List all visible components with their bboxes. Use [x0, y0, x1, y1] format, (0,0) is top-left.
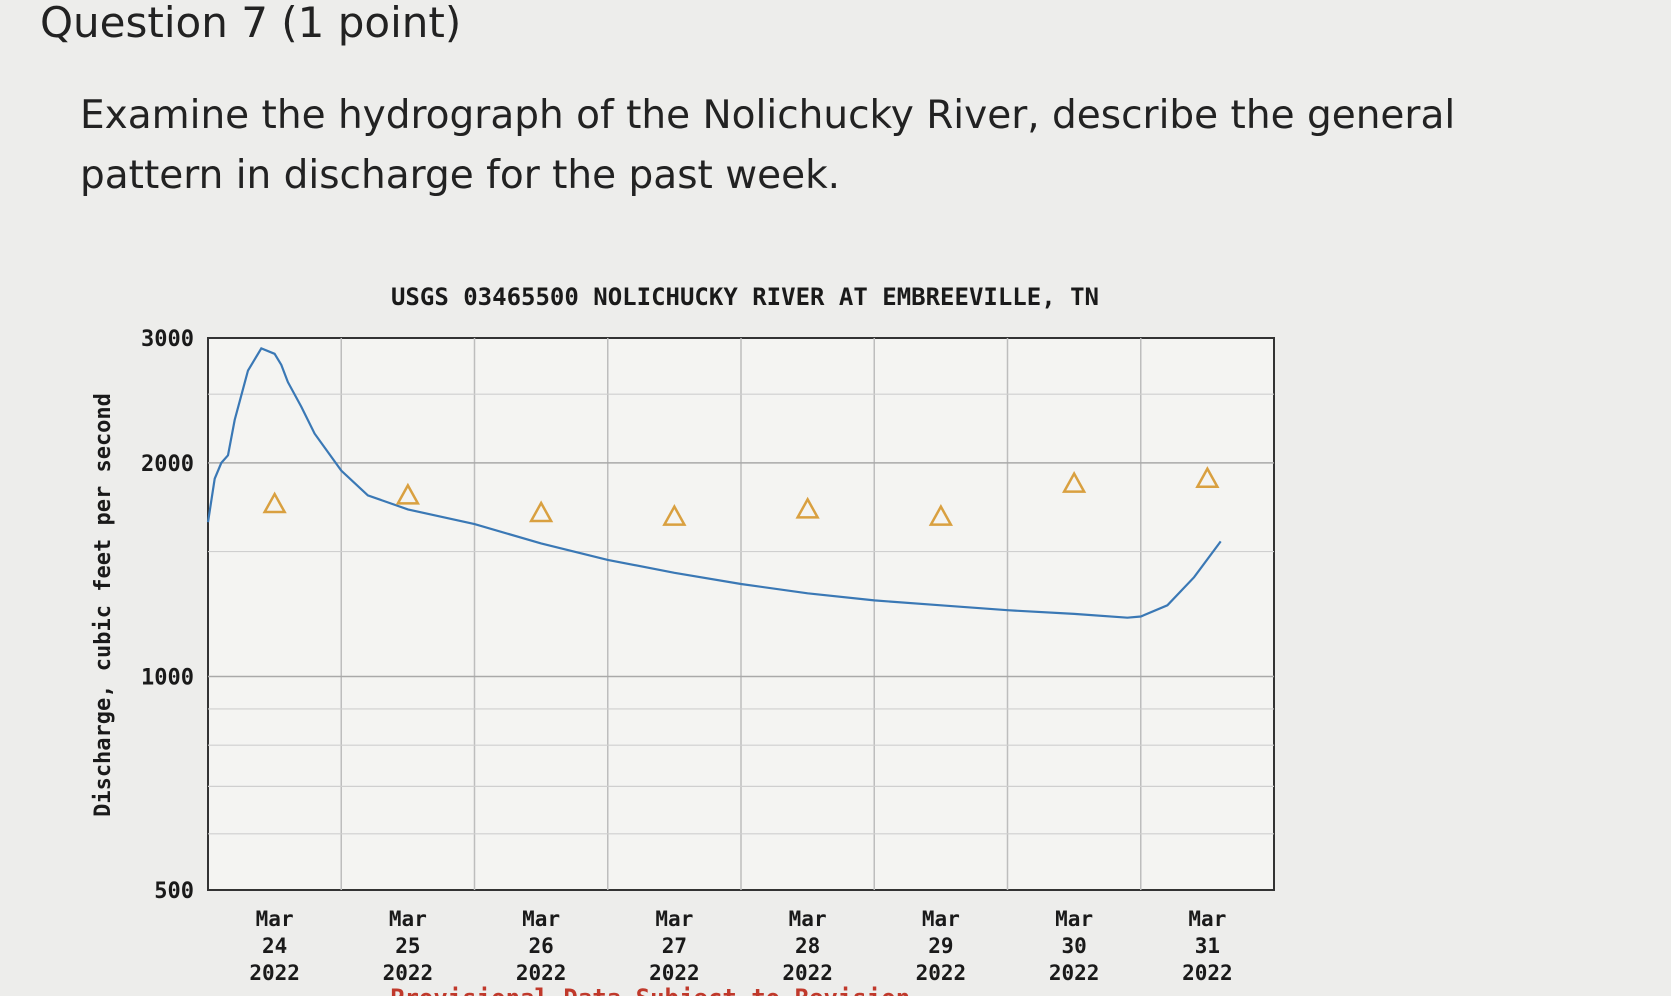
median-markers: [262, 466, 1220, 526]
median-marker: [662, 504, 687, 526]
question-number: Question 7: [40, 0, 268, 47]
x-tick-labels: Mar 24 2022 Mar 25 2022 Mar 26 2022 Mar 27 2022 Mar 2…: [249, 907, 1232, 985]
discharge-series-line: [206, 347, 1222, 619]
median-marker: [928, 504, 953, 526]
median-marker: [262, 491, 287, 514]
x-tick-label: 25: [395, 934, 420, 958]
x-tick-label: 27: [662, 934, 687, 958]
chart-title: USGS 03465500 NOLICHUCKY RIVER AT EMBREE…: [391, 283, 1099, 311]
median-marker: [529, 500, 554, 523]
x-tick-label: Mar: [655, 907, 693, 931]
x-tick-label: 2022: [249, 961, 300, 985]
x-tick-label: Mar: [922, 907, 960, 931]
x-tick-label: 2022: [383, 961, 434, 985]
y-tick-labels: 3000 2000 1000 500: [141, 327, 194, 904]
x-tick-label: Mar: [389, 907, 427, 931]
y-tick-label: 1000: [141, 665, 194, 690]
y-tick-label: 500: [154, 879, 194, 904]
x-tick-label: 2022: [916, 961, 967, 985]
x-tick-label: Mar: [522, 907, 560, 931]
x-tick-label: 26: [528, 934, 553, 958]
x-tick-label: Mar: [256, 907, 294, 931]
x-tick-label: 2022: [1182, 961, 1233, 985]
question-title: Question 7 (1 point): [40, 0, 461, 47]
x-tick-label: Mar: [1188, 907, 1226, 931]
median-marker: [395, 482, 420, 505]
x-tick-label: 2022: [782, 961, 833, 985]
x-tick-label: 2022: [1049, 961, 1100, 985]
x-tick-label: 28: [795, 934, 820, 958]
x-tick-label: 31: [1195, 934, 1220, 958]
question-points: (1 point): [281, 0, 462, 47]
x-tick-label: 2022: [649, 961, 700, 985]
y-axis-label: Discharge, cubic feet per second: [91, 393, 116, 817]
median-marker: [1195, 466, 1220, 488]
median-marker: [1062, 471, 1087, 493]
footer-note: Provisional Data Subject to Revision: [390, 984, 910, 996]
x-tick-label: Mar: [789, 907, 827, 931]
x-tick-label: 29: [928, 934, 953, 958]
median-marker: [795, 496, 820, 519]
question-text: Examine the hydrograph of the Nolichucky…: [80, 93, 1456, 198]
x-tick-label: 30: [1061, 934, 1086, 958]
x-tick-label: 24: [262, 934, 287, 958]
grid-lines: [208, 338, 1274, 890]
x-tick-label: Mar: [1055, 907, 1093, 931]
y-tick-label: 3000: [141, 327, 194, 352]
x-tick-label: 2022: [516, 961, 567, 985]
y-tick-label: 2000: [141, 452, 194, 477]
